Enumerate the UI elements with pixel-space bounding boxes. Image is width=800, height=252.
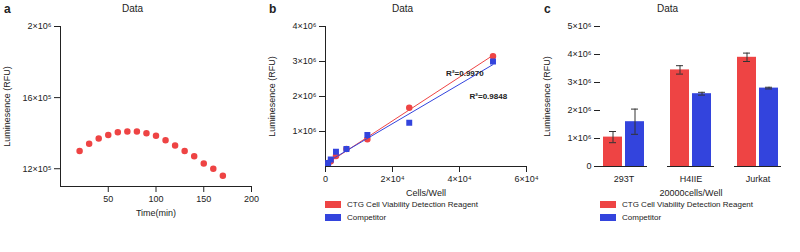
svg-text:Jurkat: Jurkat — [746, 174, 771, 184]
svg-text:R²=0.9848: R²=0.9848 — [470, 92, 508, 101]
svg-text:Luminesence (RFU): Luminesence (RFU) — [2, 66, 12, 147]
svg-text:1×10⁶: 1×10⁶ — [568, 133, 592, 143]
svg-text:2×10⁶: 2×10⁶ — [568, 105, 592, 115]
html-text:Data: Data — [121, 3, 144, 14]
svg-text:5×10⁶: 5×10⁶ — [568, 21, 592, 31]
html-text:b: b — [269, 2, 277, 16]
svg-text:4×10⁶: 4×10⁶ — [568, 49, 592, 59]
svg-text:3×10⁶: 3×10⁶ — [293, 56, 317, 66]
svg-text:100: 100 — [148, 194, 163, 204]
html-text:Data: Data — [391, 3, 414, 14]
svg-text:20000cells/Well: 20000cells/Well — [660, 188, 723, 198]
svg-text:Cells/Well: Cells/Well — [406, 188, 446, 198]
svg-text:4×10⁶: 4×10⁶ — [293, 21, 317, 31]
svg-text:200: 200 — [244, 194, 259, 204]
svg-text:Luminesence (RFU): Luminesence (RFU) — [267, 56, 277, 137]
svg-text:2×10⁶: 2×10⁶ — [28, 21, 52, 31]
svg-text:293T: 293T — [614, 174, 635, 184]
html-text:Data: Data — [656, 3, 679, 14]
svg-text:2×10⁶: 2×10⁶ — [293, 91, 317, 101]
svg-text:0: 0 — [586, 161, 591, 171]
svg-text:3×10⁶: 3×10⁶ — [568, 77, 592, 87]
svg-text:0: 0 — [323, 174, 328, 184]
html-text:CTG Cell Viability Detection R: CTG Cell Viability Detection Reagent — [622, 200, 753, 209]
svg-text:6×10⁴: 6×10⁴ — [514, 174, 538, 184]
svg-text:R²=0.9970: R²=0.9970 — [446, 69, 484, 78]
svg-text:4×10⁴: 4×10⁴ — [447, 174, 471, 184]
svg-text:Luminesence (RFU): Luminesence (RFU) — [542, 56, 552, 137]
svg-text:Time(min): Time(min) — [136, 208, 176, 218]
svg-text:12×10⁵: 12×10⁵ — [22, 164, 51, 174]
svg-text:50: 50 — [103, 194, 113, 204]
html-text:a: a — [4, 2, 11, 16]
svg-text:1×10⁶: 1×10⁶ — [293, 126, 317, 136]
html-text:CTG Cell Viability Detection R: CTG Cell Viability Detection Reagent — [347, 200, 478, 209]
html-text:Competitor: Competitor — [622, 213, 662, 222]
html-text:Competitor: Competitor — [347, 213, 387, 222]
svg-text:150: 150 — [196, 194, 211, 204]
html-text:c: c — [544, 2, 551, 16]
svg-text:2×10⁴: 2×10⁴ — [380, 174, 404, 184]
svg-text:H4IIE: H4IIE — [680, 174, 703, 184]
svg-text:16×10⁵: 16×10⁵ — [22, 92, 51, 102]
